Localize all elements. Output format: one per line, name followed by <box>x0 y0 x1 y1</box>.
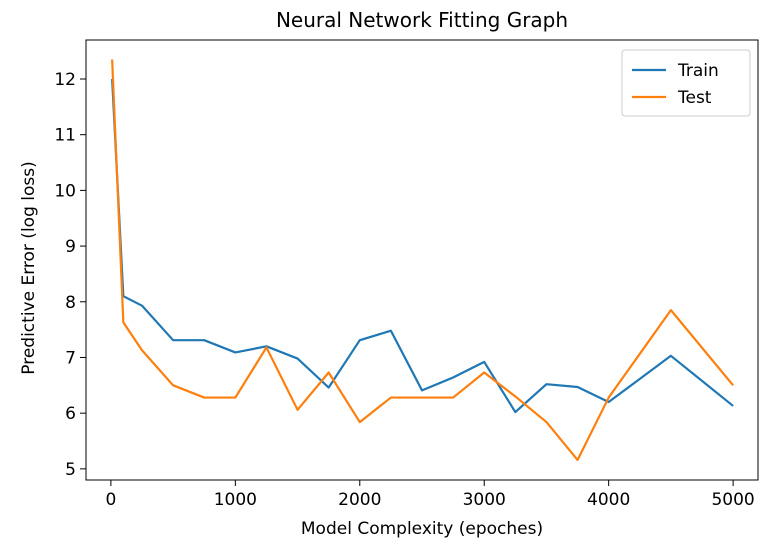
y-tick-label: 6 <box>65 404 76 424</box>
x-axis-label: Model Complexity (epoches) <box>301 519 543 539</box>
series-line-test <box>111 59 734 462</box>
x-tick-label: 3000 <box>463 490 506 510</box>
x-tick-label: 0 <box>105 490 116 510</box>
chart-title: Neural Network Fitting Graph <box>276 8 568 32</box>
legend-box <box>621 49 751 117</box>
legend: Train Test <box>621 49 751 117</box>
y-axis: 5 6 7 8 9 10 11 12 <box>54 70 86 480</box>
x-tick-label: 4000 <box>587 490 630 510</box>
legend-label-test: Test <box>677 88 712 108</box>
x-tick-label: 5000 <box>711 490 754 510</box>
plot-frame <box>85 39 759 481</box>
x-tick-label: 1000 <box>214 490 257 510</box>
x-tick-label: 2000 <box>338 490 381 510</box>
y-tick-label: 9 <box>65 237 76 257</box>
y-tick-label: 8 <box>65 293 76 313</box>
y-tick-label: 5 <box>65 460 76 480</box>
legend-label-train: Train <box>677 61 719 81</box>
plot-area <box>85 39 759 481</box>
series-group <box>111 59 734 462</box>
x-axis: 0 1000 2000 3000 4000 5000 <box>105 480 755 510</box>
y-tick-label: 7 <box>65 348 76 368</box>
y-tick-label: 10 <box>54 181 76 201</box>
series-line-train <box>111 78 734 414</box>
y-axis-label: Predictive Error (log loss) <box>19 161 39 374</box>
y-tick-label: 11 <box>54 126 76 146</box>
y-tick-label: 12 <box>54 70 76 90</box>
